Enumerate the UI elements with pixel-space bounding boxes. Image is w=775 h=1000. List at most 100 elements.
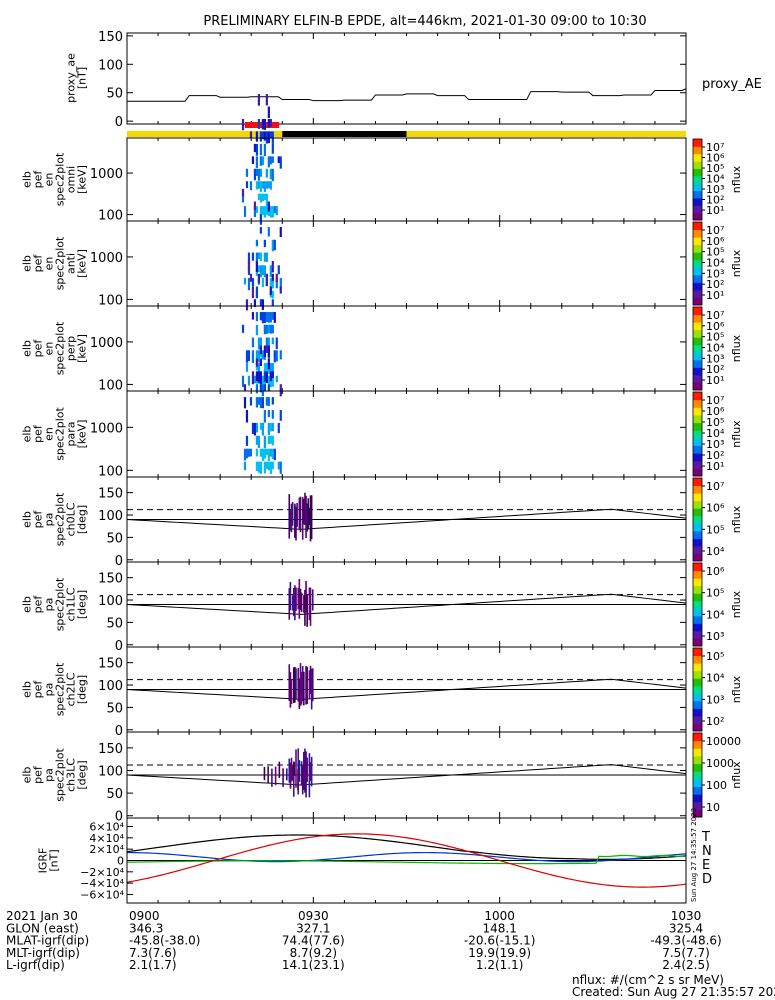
pitch-angle-cell bbox=[309, 587, 312, 626]
panel-ylabel: elbpefenspec2plotomni[keV] bbox=[21, 152, 89, 206]
spectrogram-cell bbox=[253, 168, 257, 181]
pa_ch0-colorbar-label: nflux bbox=[730, 505, 743, 533]
ytick-label: 100 bbox=[98, 378, 123, 393]
spectrogram-cell bbox=[271, 273, 274, 282]
spectrogram-cell bbox=[271, 422, 274, 432]
igrf-line-D bbox=[126, 833, 687, 888]
panel-ylabel-line: ch1LC bbox=[65, 587, 78, 621]
colorbar-segment bbox=[693, 430, 702, 439]
spectrogram-cell bbox=[251, 371, 255, 385]
panel-ylabel-line: en bbox=[43, 427, 56, 441]
spectrogram-cell bbox=[263, 461, 266, 474]
ytick-label: 1000 bbox=[90, 167, 123, 182]
orbit-row-value: 2.4(2.5) bbox=[662, 958, 710, 972]
colorbar-segment bbox=[693, 740, 702, 749]
spectrogram-cell bbox=[261, 278, 264, 288]
spectrogram-cell bbox=[251, 312, 255, 320]
panel-bg bbox=[127, 391, 686, 477]
spectrogram-cell bbox=[269, 422, 272, 432]
spectrogram-cell bbox=[271, 299, 274, 307]
colorbar-tick-label: 10⁶ bbox=[706, 235, 725, 248]
spectrogram-cell bbox=[267, 337, 270, 346]
panel-ylabel-line: elb bbox=[21, 171, 34, 188]
spectrogram-cell bbox=[245, 299, 249, 311]
colorbar-tick-label: 10¹ bbox=[706, 204, 724, 217]
panel-ylabel-line: elb bbox=[21, 340, 34, 357]
spectrogram-cell bbox=[269, 435, 272, 444]
spectrogram-cell bbox=[259, 168, 262, 177]
spectrogram-cell bbox=[265, 397, 268, 406]
spectrogram-cell bbox=[259, 143, 262, 156]
spectrogram-cell bbox=[269, 448, 272, 457]
spectrogram-cell bbox=[269, 324, 272, 334]
pitch-angle-cell bbox=[304, 589, 306, 626]
panel-ylabel-line: spec2plot bbox=[54, 492, 67, 546]
colorbar-segment bbox=[693, 212, 702, 221]
pitch-angle-cell bbox=[308, 587, 311, 621]
spectrogram-cell bbox=[243, 448, 247, 461]
colorbar-segment bbox=[693, 359, 702, 368]
panel-ylabel-line: en bbox=[43, 173, 56, 187]
spectrogram-cell bbox=[257, 371, 261, 383]
spectrogram-cell bbox=[261, 397, 264, 409]
colorbar-segment bbox=[693, 392, 702, 401]
colorbar-segment bbox=[693, 244, 702, 253]
colorbar-tick-label: 10000 bbox=[706, 735, 741, 748]
pitch-angle-cell bbox=[310, 756, 313, 787]
spectrogram-cell bbox=[259, 227, 262, 234]
colorbar-tick-label: 10² bbox=[706, 363, 724, 376]
spectrogram-cell bbox=[257, 94, 261, 106]
colorbar-tick-label: 10⁷ bbox=[706, 141, 724, 154]
panel-ylabel-line: pa bbox=[43, 768, 56, 782]
spectrogram-cell bbox=[275, 375, 278, 383]
orbit-row-label: GLON (east) bbox=[6, 921, 79, 935]
colorbar-segment bbox=[693, 445, 702, 454]
pitch-angle-cell bbox=[288, 664, 291, 701]
ytick-label: 0 bbox=[115, 554, 123, 569]
spectrogram-cell bbox=[267, 345, 270, 358]
pitch-angle-cell bbox=[278, 761, 281, 778]
colorbar-segment bbox=[693, 314, 702, 323]
colorbar-segment bbox=[693, 515, 702, 524]
created-note: Created: Sun Aug 27 21:35:57 2023 bbox=[572, 985, 775, 999]
colorbar-segment bbox=[693, 670, 702, 679]
pa_ch3-colorbar-label: nflux bbox=[730, 761, 743, 789]
colorbar-segment bbox=[693, 382, 702, 391]
panel-ylabel: elbpefenspec2plotperp[keV] bbox=[21, 321, 89, 375]
spectrogram-cell bbox=[255, 181, 259, 190]
spectrogram-cell bbox=[263, 252, 266, 262]
spectrogram-cell bbox=[275, 206, 278, 216]
ytick-label: 50 bbox=[106, 531, 123, 546]
spectrogram-cell bbox=[265, 324, 268, 334]
spectrogram-cell bbox=[269, 312, 272, 323]
spectrogram-cell bbox=[279, 384, 282, 397]
spectrogram-cell bbox=[267, 131, 270, 144]
igrf-panel: 6×10⁴4×10⁴2×10⁴0−2×10⁴−4×10⁴−6×10⁴IGRF[n… bbox=[37, 808, 712, 904]
spectrogram-cell bbox=[267, 410, 270, 418]
spectrogram-cell bbox=[273, 206, 276, 214]
spectrogram-cell bbox=[253, 206, 257, 217]
panel-ylabel-line: spec2plot bbox=[54, 662, 67, 716]
spectrogram-cell bbox=[267, 422, 270, 435]
pitch-angle-cell bbox=[286, 768, 288, 781]
spectrogram-cell bbox=[247, 448, 251, 457]
colorbar-segment bbox=[693, 809, 702, 818]
spectrogram-cell bbox=[255, 131, 259, 142]
spectrogram-cell bbox=[261, 299, 264, 310]
pitch-angle-cell bbox=[297, 668, 300, 702]
loss-cone-line bbox=[126, 593, 687, 615]
spectrogram-cell bbox=[253, 375, 257, 384]
colorbar-segment bbox=[693, 168, 702, 177]
spectrogram-cell bbox=[255, 143, 259, 156]
panel-ylabel-line: pef bbox=[32, 254, 45, 273]
ytick-label: 0 bbox=[115, 639, 123, 654]
spectrogram-cell bbox=[255, 384, 259, 394]
spectrogram-cell bbox=[263, 193, 266, 200]
colorbar-frame bbox=[692, 306, 703, 391]
spectrogram-cell bbox=[255, 156, 259, 168]
spectrogram-cell bbox=[255, 350, 259, 363]
spectrogram-cell bbox=[259, 461, 262, 474]
spectrogram-cell bbox=[259, 214, 262, 225]
ytick-label: 100 bbox=[98, 679, 123, 694]
pitch-angle-cell bbox=[295, 587, 297, 611]
